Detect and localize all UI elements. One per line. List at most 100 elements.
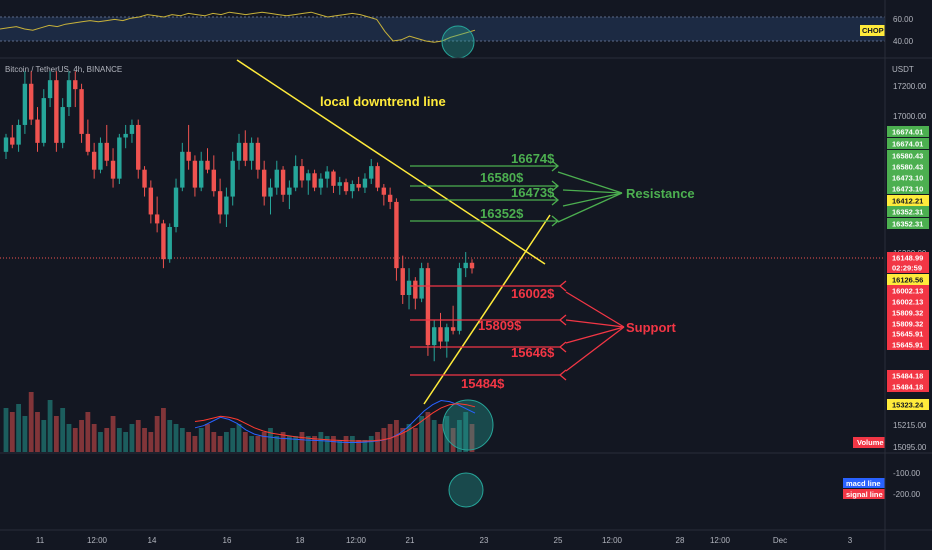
price-label-badge [887, 183, 929, 194]
chop-pane: 60.00 40.00 CHOP [0, 11, 914, 59]
candle-body [3, 137, 9, 152]
signal-line [194, 403, 476, 442]
time-tick: 21 [406, 536, 415, 545]
candle-body [287, 187, 292, 195]
candle-body [255, 142, 261, 170]
downtrend-line [236, 59, 546, 265]
price-label-badge [887, 399, 929, 410]
price-tick: 17000.00 [893, 112, 927, 121]
candle-body [243, 142, 248, 161]
price-label-text: 16002.13 [892, 298, 923, 307]
macd-pane: -100.00 -200.00 macd line signal line [194, 399, 921, 508]
chop-highlight-circle [441, 25, 475, 59]
candle-body [444, 327, 450, 342]
candle-body [217, 191, 223, 215]
volume-bar [469, 424, 475, 452]
volume-bars [3, 392, 475, 452]
candle-body [299, 166, 305, 181]
candle-body [230, 160, 235, 197]
support-lines [410, 280, 625, 381]
candle-body [16, 124, 21, 145]
price-label-badge [887, 126, 929, 137]
candle-body [66, 80, 72, 108]
uptrend-line [423, 214, 551, 405]
res-level-2: 16580$ [480, 170, 524, 185]
macd-highlight-circle [448, 472, 484, 508]
volume-bar [324, 436, 330, 452]
price-label-text: 15645.91 [892, 341, 923, 350]
price-label-text: 16674.01 [892, 128, 923, 137]
volume-bar [230, 428, 236, 452]
volume-bar [274, 436, 280, 452]
candle-body [161, 223, 166, 260]
price-label-text: 16148.99 [892, 254, 923, 263]
price-label-badge [887, 262, 929, 273]
price-label-badge [887, 150, 929, 161]
sup-level-2: 15809$ [478, 318, 522, 333]
candle-body [469, 262, 475, 269]
volume-bar [337, 440, 343, 452]
candle-body [98, 142, 103, 170]
candle-body [180, 151, 185, 188]
volume-bar [305, 436, 311, 452]
price-labels: 16674.01 16674.01 16580.43 16580.43 16473.10… [887, 126, 929, 410]
candle-body [293, 166, 298, 188]
candle-body [343, 182, 349, 192]
volume-bar [53, 416, 59, 452]
time-tick: 12:00 [602, 536, 623, 545]
time-tick: 18 [296, 536, 305, 545]
price-label-badge [887, 206, 929, 217]
volume-bar [224, 432, 229, 452]
volume-bar [242, 432, 248, 452]
candle-body [85, 133, 91, 152]
candle-body [129, 124, 135, 134]
volume-bar [85, 412, 91, 452]
volume-bar [280, 432, 286, 452]
volume-bar [192, 436, 198, 452]
volume-bar [9, 412, 15, 452]
candle-body [375, 166, 380, 188]
volume-bar [217, 436, 223, 452]
candle-body [406, 280, 412, 296]
time-tick: 14 [148, 536, 157, 545]
price-label-text: 15323.24 [892, 401, 924, 410]
candle-body [413, 280, 418, 299]
candle-body [91, 151, 97, 170]
macd-line [194, 399, 476, 443]
volume-bar [47, 400, 53, 452]
candle-body [35, 119, 40, 143]
volume-bar [412, 428, 418, 452]
time-tick: 23 [480, 536, 489, 545]
price-tick: 17200.00 [893, 82, 927, 91]
price-label-badge [887, 328, 929, 339]
price-label-badge [887, 252, 929, 263]
sup-level-4: 15484$ [461, 376, 505, 391]
volume-bar [261, 432, 267, 452]
volume-bar [41, 420, 47, 452]
signal-legend-badge [843, 489, 885, 499]
price-label-text: 16352.31 [892, 220, 923, 229]
candle-body [73, 80, 78, 90]
time-tick: 25 [554, 536, 563, 545]
candle-body [450, 327, 456, 331]
chop-tick-40: 40.00 [893, 37, 914, 46]
candle-body [432, 327, 437, 346]
candle-body [211, 169, 217, 192]
volume-bar [255, 436, 261, 452]
volume-bar [312, 436, 317, 452]
price-label-badge [887, 172, 929, 183]
candle-body [318, 178, 324, 188]
time-tick: 12:00 [87, 536, 108, 545]
candle-body [54, 80, 59, 143]
volume-bar [438, 424, 443, 452]
volume-bar [375, 432, 380, 452]
price-tick: 15095.00 [893, 443, 927, 452]
candle-body [192, 160, 198, 188]
downtrend-label: local downtrend line [320, 94, 446, 109]
volume-bar [368, 436, 374, 452]
volume-bar [60, 408, 66, 452]
price-label-badge [887, 285, 929, 296]
candle-body [167, 226, 172, 260]
candle-body [457, 268, 462, 331]
